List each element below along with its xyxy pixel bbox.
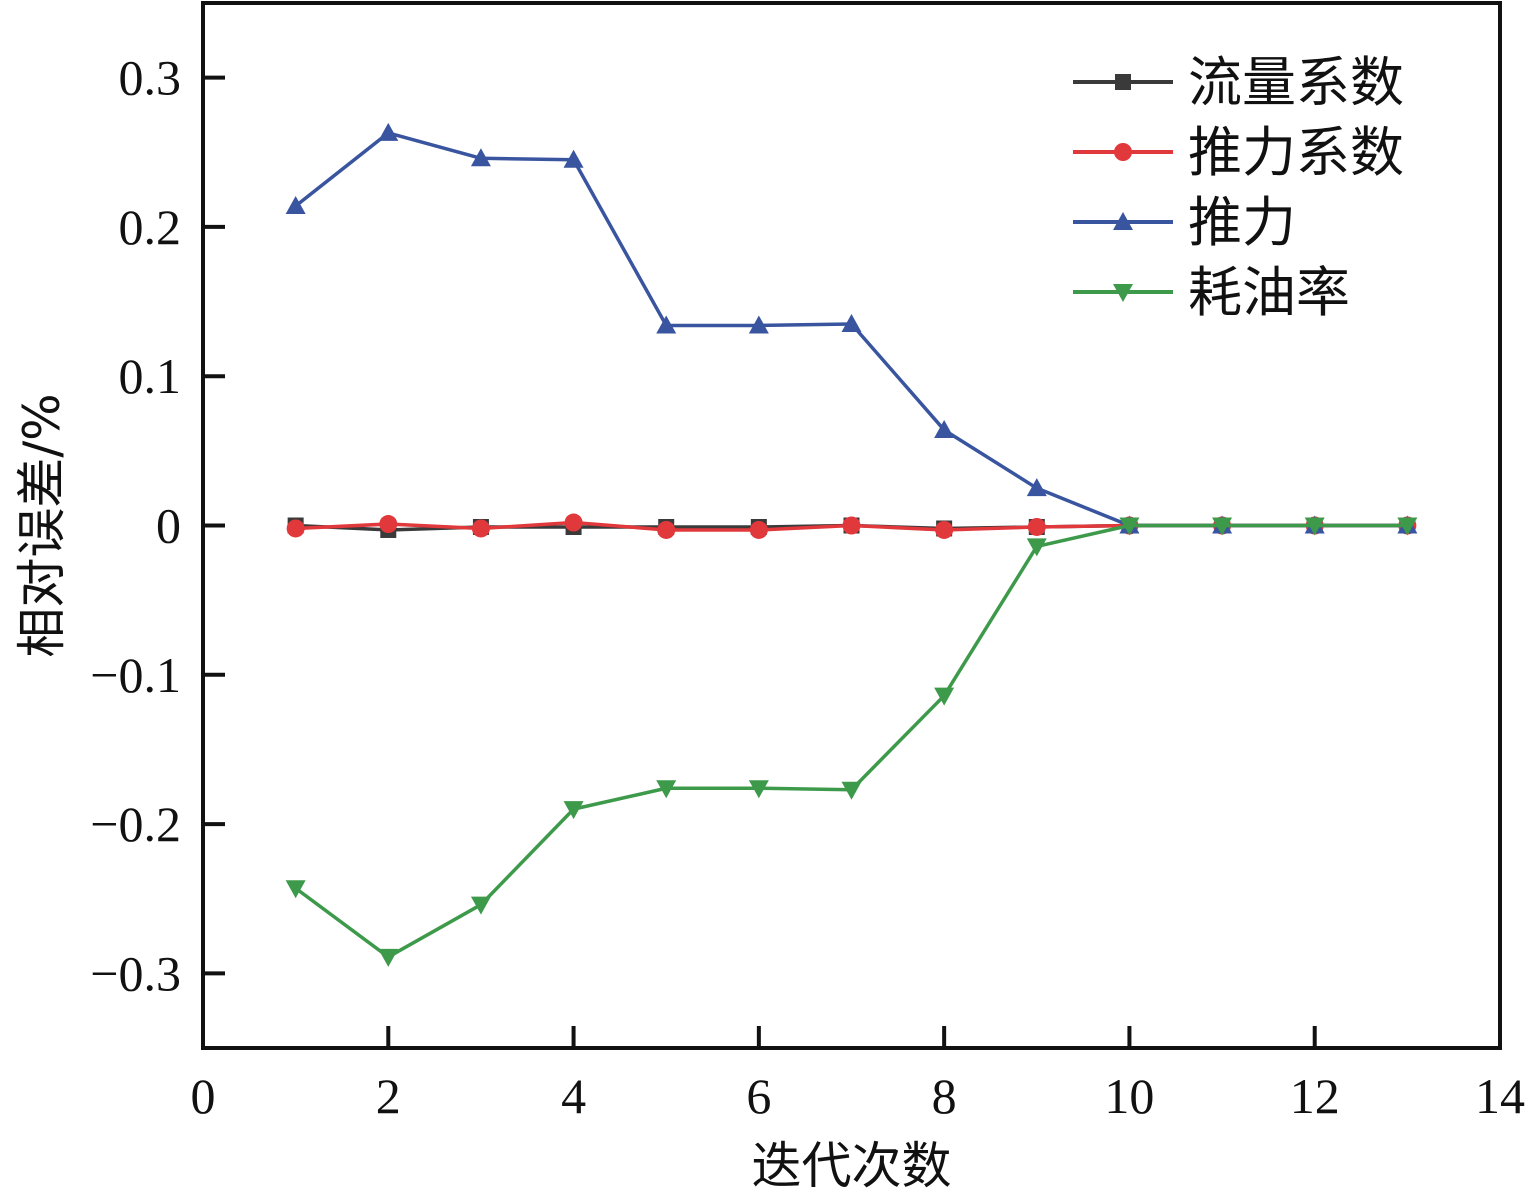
legend-marker (1115, 74, 1131, 90)
data-point (379, 515, 398, 534)
data-point (1397, 517, 1418, 536)
data-point (285, 880, 306, 899)
data-point (563, 801, 584, 820)
ticks-layer: 0 2 4 6 8 10 12 14 −0.3 −0.2 −0.1 0 0.1 0.2 0.3 (90, 50, 1525, 1124)
legend-entry: 推力系数 (1073, 121, 1404, 184)
data-point (934, 419, 955, 438)
data-point (471, 519, 490, 538)
series-3 (285, 122, 1418, 534)
legend-label: 耗油率 (1188, 261, 1350, 324)
data-point (841, 313, 862, 332)
y-axis-title: 相对误差/% (13, 393, 71, 657)
data-point (564, 513, 583, 532)
legend-label: 流量系数 (1188, 51, 1404, 114)
x-tick-label: 12 (1290, 1068, 1340, 1124)
legend-entry: 推力 (1073, 191, 1296, 254)
data-point (470, 148, 491, 167)
y-tick-label: −0.2 (90, 796, 181, 852)
data-point (935, 520, 954, 539)
data-point (1027, 517, 1046, 536)
data-point (748, 780, 769, 799)
y-tick-label: −0.3 (90, 945, 181, 1001)
data-point (842, 516, 861, 535)
y-tick-label: −0.1 (90, 647, 181, 703)
data-point (285, 196, 306, 215)
series-layer (285, 122, 1418, 967)
x-tick-label: 6 (746, 1068, 771, 1124)
y-tick-label: 0.2 (119, 199, 182, 255)
y-tick-label: 0.3 (119, 50, 182, 106)
data-point (749, 520, 768, 539)
data-point (378, 948, 399, 967)
data-point (657, 520, 676, 539)
y-tick-label: 0.1 (119, 348, 182, 404)
data-point (748, 315, 769, 334)
data-point (470, 896, 491, 915)
data-point (934, 687, 955, 706)
legend-label: 推力 (1188, 191, 1296, 254)
legend-label: 推力系数 (1188, 121, 1404, 184)
data-point (841, 781, 862, 800)
x-tick-label: 2 (376, 1068, 401, 1124)
x-tick-label: 14 (1475, 1068, 1525, 1124)
data-point (1212, 517, 1233, 536)
y-tick-label: 0 (156, 498, 181, 554)
series-line (294, 523, 1408, 959)
series-4 (285, 517, 1418, 967)
x-tick-label: 10 (1104, 1068, 1154, 1124)
data-point (563, 149, 584, 168)
data-point (656, 780, 677, 799)
data-point (1119, 517, 1140, 536)
data-point (1026, 478, 1047, 497)
legend-marker (1113, 212, 1133, 230)
legend-marker (1113, 284, 1133, 302)
legend-marker (1114, 143, 1132, 161)
data-point (378, 122, 399, 141)
x-tick-label: 4 (561, 1068, 586, 1124)
x-tick-label: 0 (191, 1068, 216, 1124)
x-tick-label: 8 (932, 1068, 957, 1124)
data-point (1026, 538, 1047, 557)
legend-entry: 流量系数 (1073, 51, 1404, 114)
x-axis-title: 迭代次数 (752, 1137, 952, 1193)
data-point (1304, 517, 1325, 536)
data-point (656, 315, 677, 334)
data-point (286, 519, 305, 538)
legend-entry: 耗油率 (1073, 261, 1350, 324)
